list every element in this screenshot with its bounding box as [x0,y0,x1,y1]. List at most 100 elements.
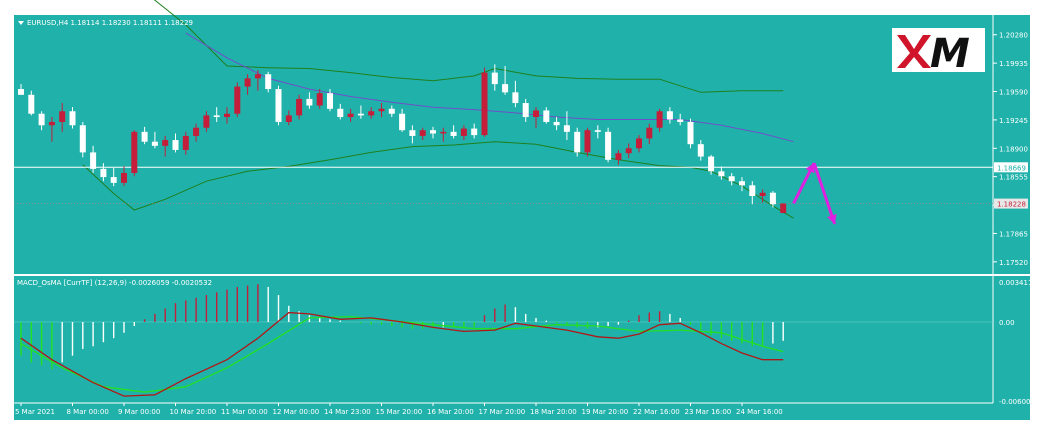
price-tick-label: 1.19590 [999,89,1028,97]
candle [625,143,632,159]
candle [213,107,220,122]
candle [460,125,467,141]
candle-body [90,152,97,169]
hline-price-box [994,162,1028,173]
logo-m-letter: M [930,31,970,77]
candle-body [460,128,467,136]
candle-body [759,192,766,197]
candle-body [151,141,158,146]
candle-body [450,131,457,136]
candle-body [718,171,725,177]
price-tick-label: 1.18900 [999,145,1028,153]
candle-body [522,103,529,118]
time-tick-label: 14 Mar 23:00 [324,408,371,416]
time-tick-label: 16 Mar 20:00 [427,408,474,416]
candle-body [337,108,344,118]
candle-body [574,131,581,153]
candle [594,125,601,139]
candle-body [512,92,519,104]
candle [440,127,447,142]
triangle-down-icon[interactable] [18,21,24,25]
time-tick-label: 11 Mar 00:00 [221,408,268,416]
candle-body [378,108,385,112]
candle-body [100,168,107,178]
hline-price-badge: 1.18669 [994,162,1028,173]
candle [316,89,323,109]
candle [100,163,107,182]
candle [234,82,241,118]
candle-body [79,125,86,153]
symbol-header[interactable]: EURUSD,H4 1.18114 1.18230 1.18111 1.1822… [18,19,193,27]
candle [141,126,148,145]
candle-body [615,153,622,160]
current-price-badge: 1.18228 [994,198,1028,209]
time-tick-label: 24 Mar 16:00 [736,408,783,416]
candle-body [491,72,498,85]
candle [666,107,673,124]
candle-body [543,110,550,122]
candle-body [18,89,24,95]
candle-body [708,156,715,172]
candle [162,135,169,157]
candle [69,107,76,129]
candle-body [38,113,45,126]
candle [491,64,498,91]
candle [409,125,416,144]
candle-body [48,121,55,126]
macd-panel [14,284,993,397]
candle [172,133,179,153]
candle [337,103,344,120]
candle-body [131,131,138,173]
candle [584,127,591,157]
candle-body [430,130,436,134]
candle [151,131,158,149]
candle [615,149,622,165]
chart-background [14,15,1030,420]
macd-label: MACD_OsMA [CurrTF] (12,26,9) -0.0026059 … [17,279,212,287]
candle-body [59,111,66,122]
candle [48,117,55,142]
candle [59,103,66,132]
candle [759,189,766,203]
candle-body [687,121,694,145]
candle-body [265,74,272,90]
time-tick-label: 18 Mar 20:00 [530,408,577,416]
candle-body [666,111,673,120]
candle [605,127,612,163]
candle [306,92,313,109]
candle-body [347,113,354,118]
candle-body [388,108,395,114]
macd-tick-label: 0.0034113 [999,279,1037,287]
candle [28,90,35,116]
candle-body [285,115,292,122]
candle [512,80,519,108]
candle [481,67,488,137]
candle-body [316,93,323,106]
candle [275,85,282,126]
candle-body [275,89,282,122]
time-tick-label: 15 Mar 20:00 [376,408,423,416]
candle [769,191,776,208]
candle-body [625,148,632,154]
symbol-label: EURUSD,H4 1.18114 1.18230 1.18111 1.1822… [27,19,193,27]
candle [203,111,210,132]
candle [254,70,261,91]
macd-main-line [20,311,784,397]
time-tick-label: 12 Mar 00:00 [273,408,320,416]
candle-body [749,185,756,197]
time-tick-label: 9 Mar 00:00 [118,408,160,416]
time-tick-label: 22 Mar 16:00 [633,408,680,416]
price-tick-label: 1.17865 [999,230,1028,238]
candle-body [244,78,251,87]
current-price-text: 1.18228 [997,201,1026,209]
candle-body [193,127,200,136]
candle-body [769,192,776,205]
candle-body [110,177,117,183]
candle-body [481,72,488,136]
candle [327,89,333,112]
candle-body [368,111,375,116]
candle [296,94,303,120]
candle [79,121,86,158]
candle [430,126,436,139]
